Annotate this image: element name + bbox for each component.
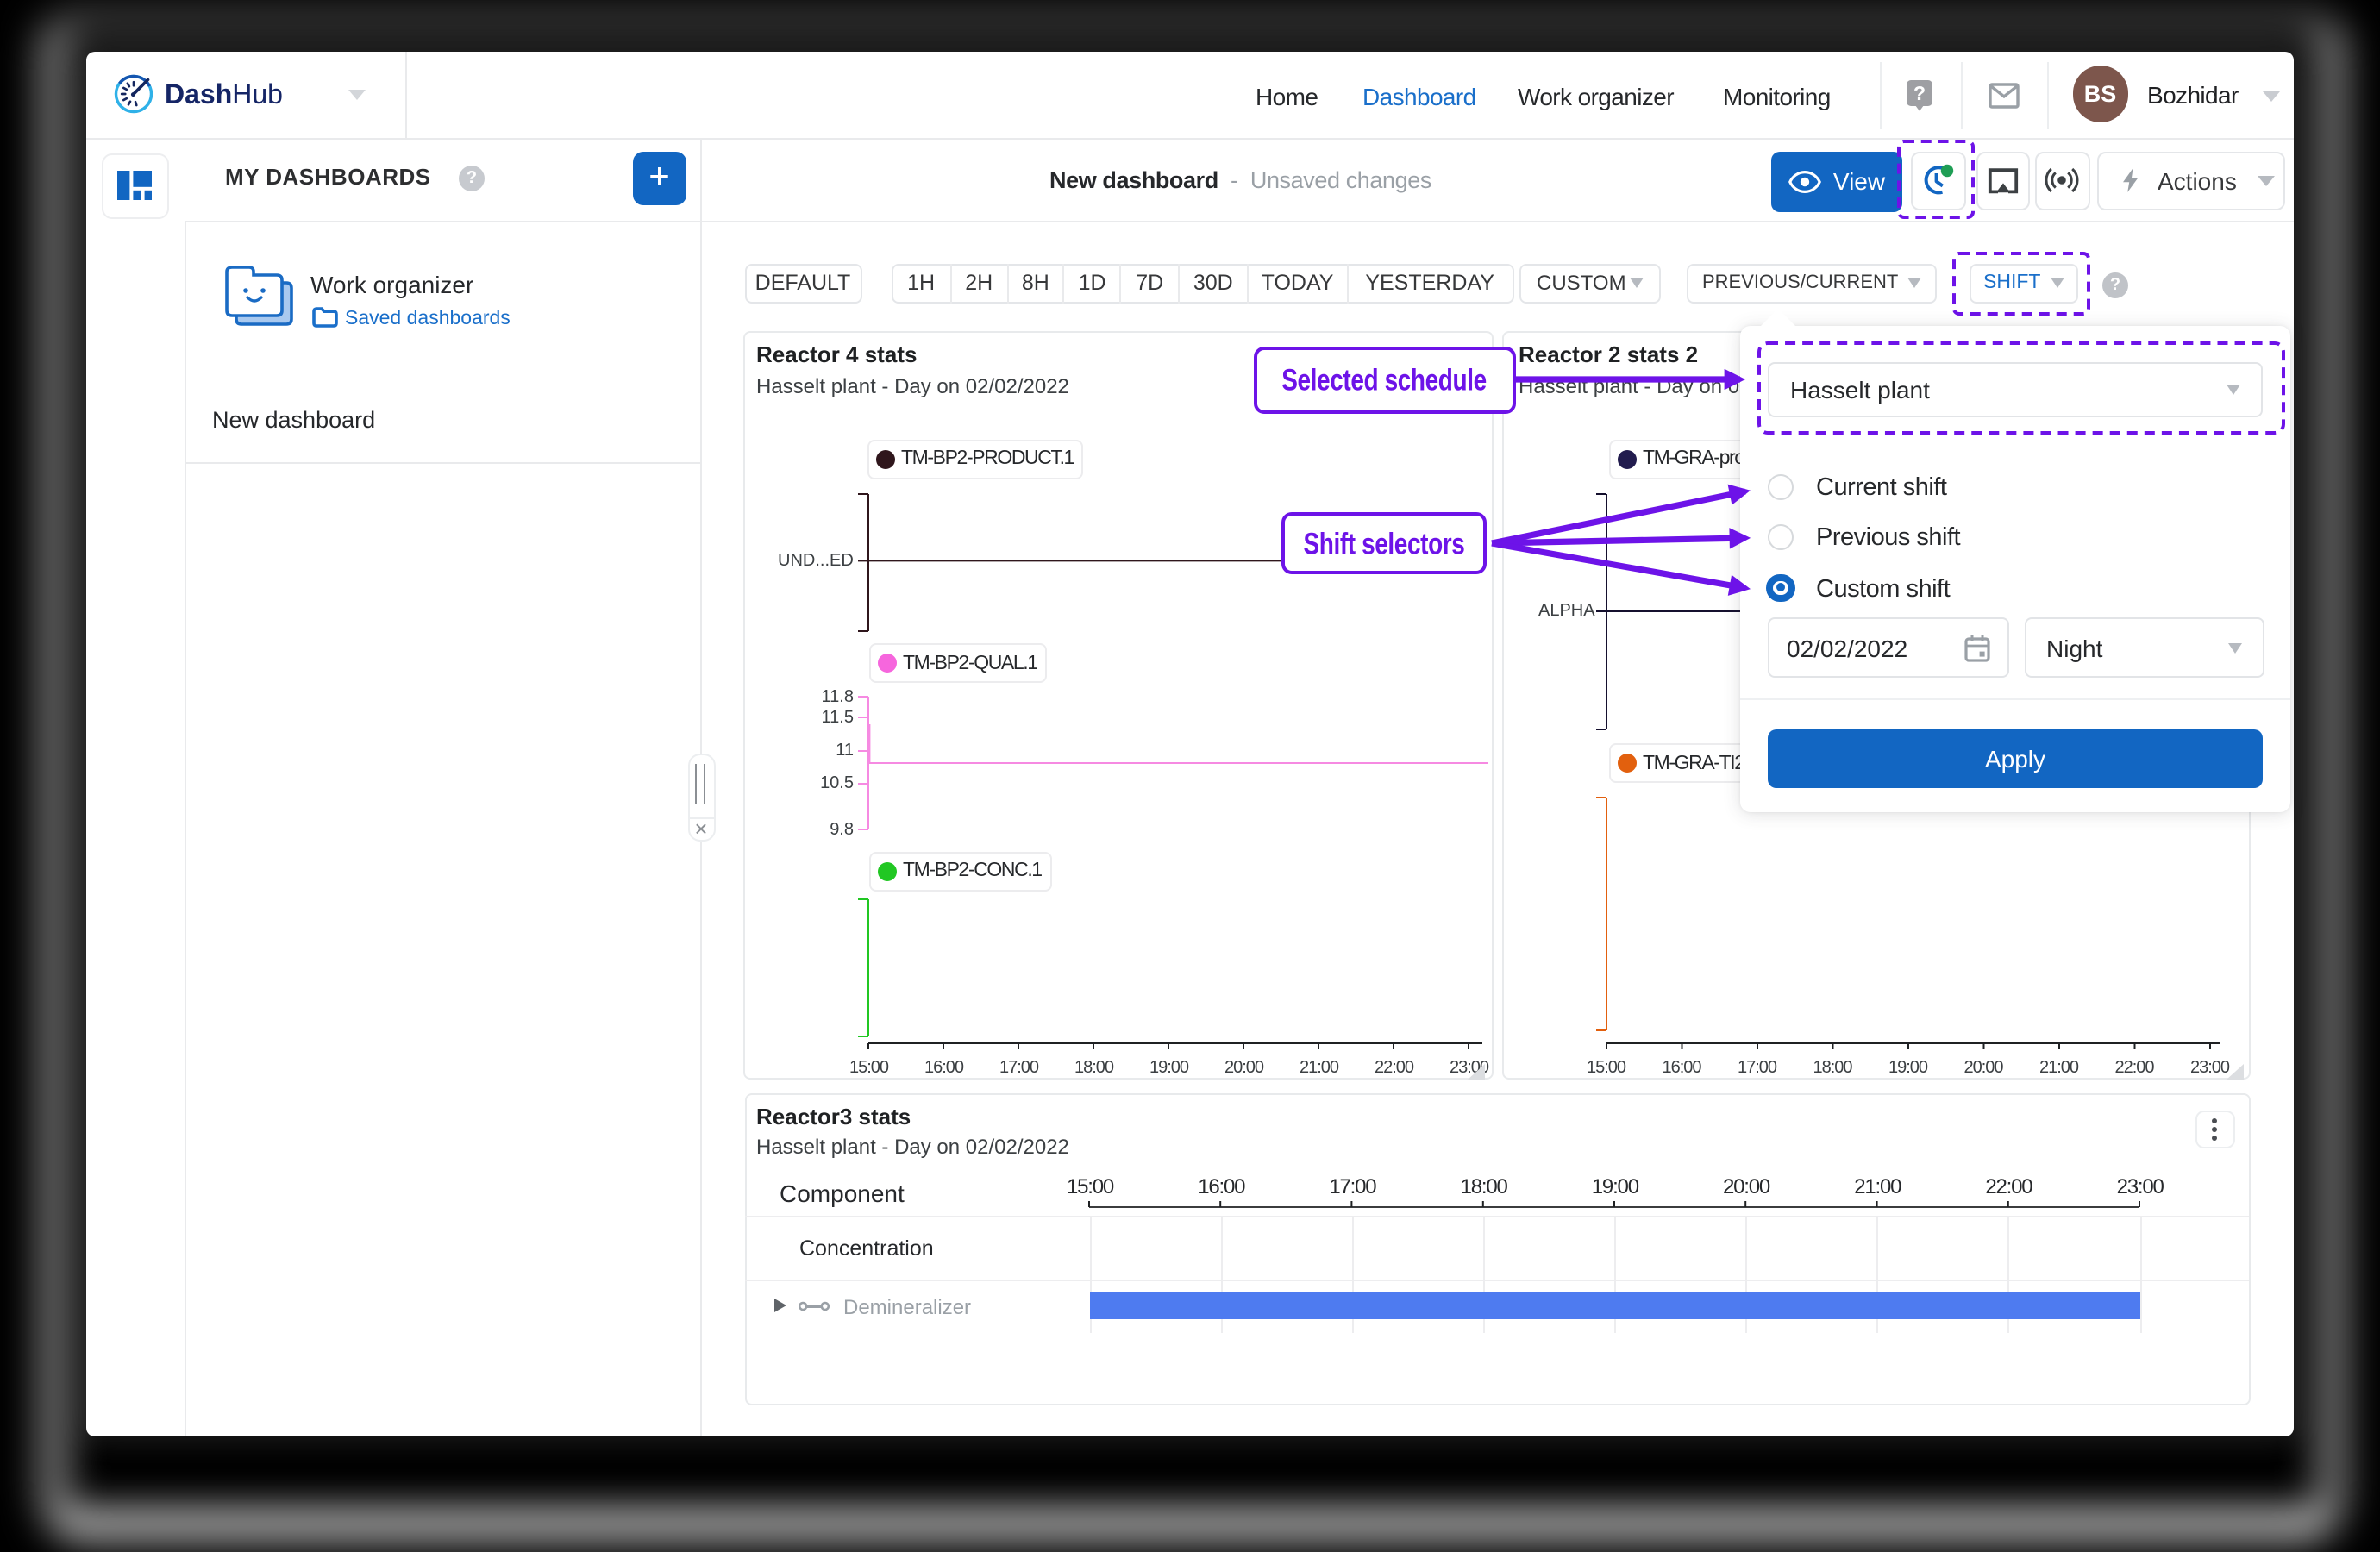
- svg-text:?: ?: [1913, 81, 1926, 103]
